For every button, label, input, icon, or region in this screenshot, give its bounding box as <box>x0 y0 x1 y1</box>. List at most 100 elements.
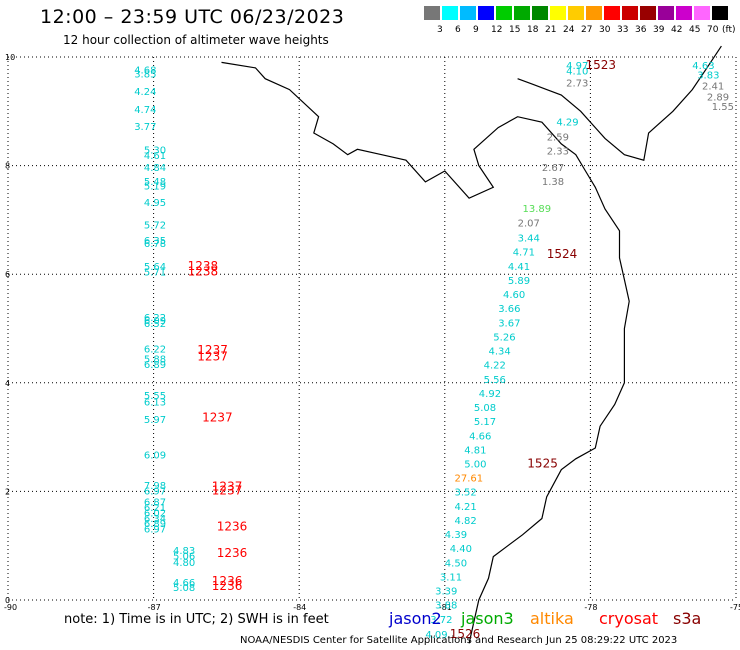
lon-tick-label: -75 <box>730 603 740 612</box>
scale-swatch <box>694 6 710 20</box>
lon-tick-label: -84 <box>293 603 306 612</box>
wave-height-value: 3.66 <box>498 304 520 315</box>
lat-tick-label: 6 <box>5 270 10 279</box>
scale-label: 15 <box>509 25 521 35</box>
wave-height-value: 4.66 <box>469 431 491 442</box>
wave-height-value: 3.88 <box>435 601 457 612</box>
wave-height-value: 4.81 <box>464 445 486 456</box>
wave-height-value: 6.89 <box>144 360 166 371</box>
scale-label: 42 <box>671 25 683 35</box>
pass-time-label: 1524 <box>547 247 578 261</box>
coastline-caribbean <box>517 45 722 161</box>
wave-height-value: 6.87 <box>144 498 166 509</box>
coastline <box>221 61 630 644</box>
wave-height-value: 5.17 <box>474 417 496 428</box>
pass-time-label: 1237 <box>197 350 228 364</box>
scale-label: 36 <box>635 25 647 35</box>
wave-height-value: 5.55 <box>144 391 166 402</box>
wave-height-value: 6.52 <box>144 319 166 330</box>
wave-height-value: 4.97 <box>566 61 588 72</box>
wave-height-value: 4.40 <box>450 544 472 555</box>
wave-height-value: 4.74 <box>134 105 156 116</box>
scale-label: 18 <box>527 25 539 35</box>
wave-height-value: 5.48 <box>144 177 166 188</box>
wave-height-value: 5.26 <box>493 332 515 343</box>
scale-swatch <box>586 6 602 20</box>
legend-altika: altika <box>530 609 574 628</box>
wave-height-value: 3.11 <box>440 573 462 584</box>
pass-time-label: 1525 <box>527 457 558 471</box>
scale-swatch <box>478 6 494 20</box>
wave-height-value: 5.71 <box>144 267 166 278</box>
scale-swatch <box>658 6 674 20</box>
scale-label: 27 <box>581 25 593 35</box>
lat-tick-label: 10 <box>5 53 15 62</box>
credit-line: NOAA/NESDIS Center for Satellite Applica… <box>240 635 678 646</box>
wave-height-value: 5.30 <box>144 146 166 157</box>
wave-height-value: 6.22 <box>144 313 166 324</box>
wave-height-value: 3.39 <box>435 587 457 598</box>
wave-height-value: 4.92 <box>479 389 501 400</box>
wave-height-value: 5.00 <box>464 460 486 471</box>
scale-swatch <box>424 6 440 20</box>
wave-height-value: 5.06 <box>173 551 195 562</box>
wave-height-value: 4.82 <box>455 516 477 527</box>
wave-height-value: 4.41 <box>508 262 530 273</box>
wave-height-value: 6.21 <box>144 503 166 514</box>
lat-tick-label: 0 <box>5 596 10 605</box>
scale-swatch <box>532 6 548 20</box>
wave-height-value: 3.77 <box>134 122 156 133</box>
scale-swatch <box>550 6 566 20</box>
wave-height-value: 6.02 <box>144 508 166 519</box>
pass-time-label: 1236 <box>217 546 248 560</box>
legend-cryosat: cryosat <box>599 609 659 628</box>
lon-tick-label: -87 <box>148 603 161 612</box>
wave-height-value: 2.73 <box>566 78 588 89</box>
scale-swatch <box>496 6 512 20</box>
wave-height-value: 5.88 <box>144 355 166 366</box>
wave-height-value: 2.41 <box>702 82 724 93</box>
wave-height-value: 4.63 <box>692 61 714 72</box>
wave-height-value: 2.59 <box>547 133 569 144</box>
scale-label: 24 <box>563 25 575 35</box>
wave-height-value: 4.21 <box>455 502 477 513</box>
wave-height-value: 4.84 <box>144 163 166 174</box>
wave-height-value: 5.64 <box>144 262 166 273</box>
wave-height-value: 2.33 <box>547 147 569 158</box>
wave-height-value: 5.08 <box>474 403 496 414</box>
wave-height-value: 5.08 <box>173 583 195 594</box>
wave-height-value: 4.50 <box>445 558 467 569</box>
page-title: 12:00 – 23:59 UTC 06/23/2023 <box>40 6 345 28</box>
wave-height-value: 4.24 <box>134 87 156 98</box>
wave-height-value: 4.34 <box>489 347 511 358</box>
wave-height-value: 4.29 <box>556 117 578 128</box>
scale-label: 45 <box>689 25 701 35</box>
wave-height-value: 6.09 <box>144 316 166 327</box>
scale-swatch <box>442 6 458 20</box>
scale-label: 33 <box>617 25 629 35</box>
scale-swatch <box>640 6 656 20</box>
wave-height-value: 4.66 <box>173 578 195 589</box>
pass-time-label: 1238 <box>188 259 219 273</box>
scale-label: 21 <box>545 25 557 35</box>
wave-height-value: 7.98 <box>144 481 166 492</box>
scale-swatch <box>676 6 692 20</box>
wave-height-value: 4.71 <box>513 248 535 259</box>
wave-height-value: 5.89 <box>508 276 530 287</box>
page-subtitle: 12 hour collection of altimeter wave hei… <box>63 33 329 47</box>
wave-height-value: 4.61 <box>144 151 166 162</box>
wave-height-value: 3.85 <box>134 70 156 81</box>
wave-height-value: 6.22 <box>144 344 166 355</box>
scale-swatch <box>604 6 620 20</box>
wave-height-value: 6.89 <box>144 519 166 530</box>
pass-time-label: 1237 <box>212 484 243 498</box>
scale-label: 39 <box>653 25 665 35</box>
wave-height-value: 4.10 <box>566 66 588 77</box>
wave-height-value: 6.09 <box>144 450 166 461</box>
pass-time-label: 1236 <box>217 520 248 534</box>
wave-height-value: 2.07 <box>518 218 540 229</box>
scale-unit: (ft) <box>722 25 736 35</box>
scale-label: 6 <box>455 25 461 35</box>
scale-swatch <box>514 6 530 20</box>
pass-time-label: 1237 <box>202 410 233 424</box>
